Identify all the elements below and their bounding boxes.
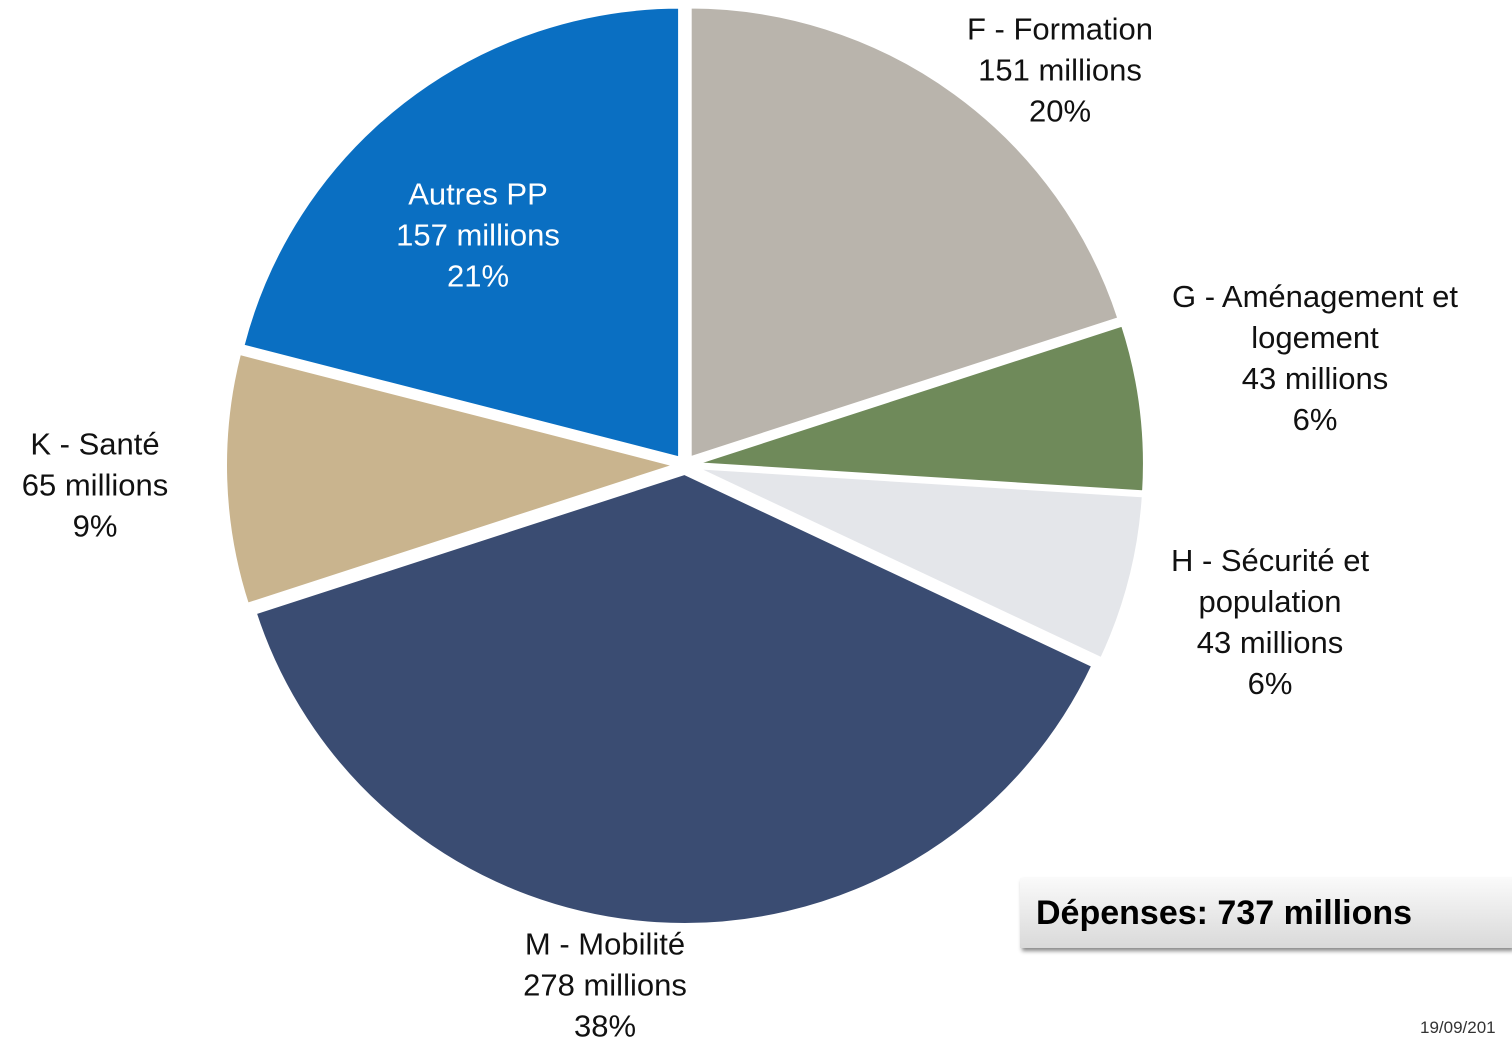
- category-label: K - Santé: [30, 426, 160, 462]
- percent-label: 21%: [446, 258, 510, 294]
- slice-label: Autres PP 157 millions 21%: [348, 174, 608, 297]
- total-annotation: Dépenses: 737 millions: [1020, 878, 1512, 948]
- percent-label: 6%: [1292, 402, 1338, 437]
- amount-label: 151 millions: [978, 52, 1142, 88]
- category-label: F - Formation: [966, 11, 1154, 47]
- pie-slice: [692, 321, 1147, 495]
- category-label: H - Sécurité et population: [1170, 543, 1370, 619]
- amount-label: 43 millions: [1241, 361, 1389, 396]
- slice-label: H - Sécurité et population 43 millions 6%: [1140, 540, 1400, 704]
- slice-label: M - Mobilité 278 millions 38%: [475, 924, 735, 1047]
- percent-label: 9%: [72, 508, 118, 544]
- pie-slice: [691, 464, 1146, 663]
- percent-label: 6%: [1247, 666, 1293, 701]
- footer-date: 19/09/201: [1420, 1018, 1496, 1037]
- category-label: Autres PP: [408, 176, 548, 212]
- slice-label: G - Aménagement et logement 43 millions 6%: [1165, 276, 1465, 440]
- amount-label: 278 millions: [523, 967, 687, 1003]
- category-label: G - Aménagement et logement: [1171, 279, 1459, 355]
- pie-slice: [252, 470, 1097, 927]
- percent-label: 38%: [573, 1008, 637, 1044]
- slice-label: F - Formation 151 millions 20%: [930, 9, 1190, 132]
- percent-label: 20%: [1028, 93, 1092, 129]
- pie-slice: [687, 4, 1123, 462]
- amount-label: 65 millions: [21, 467, 169, 503]
- slice-label: K - Santé 65 millions 9%: [0, 424, 195, 547]
- pie-slice: [239, 4, 683, 462]
- amount-label: 43 millions: [1196, 625, 1344, 660]
- amount-label: 157 millions: [396, 217, 560, 253]
- pie-slice: [223, 350, 685, 608]
- category-label: M - Mobilité: [524, 926, 686, 962]
